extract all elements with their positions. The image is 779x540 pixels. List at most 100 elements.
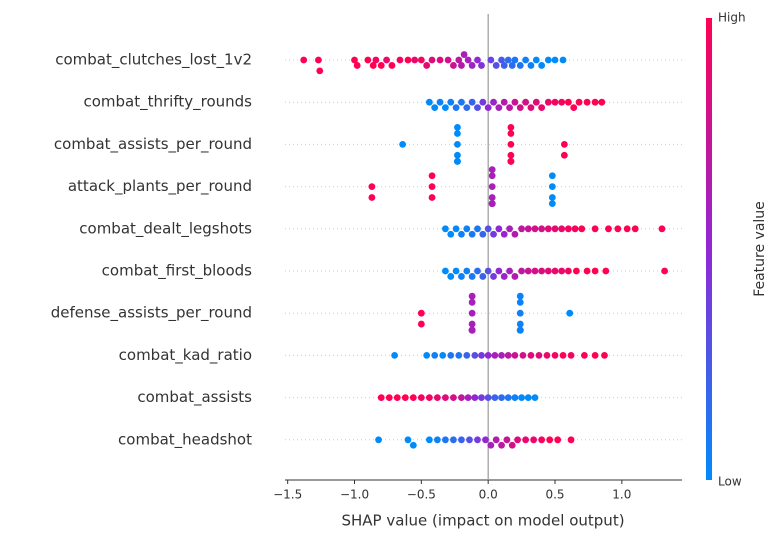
- x-axis-label: SHAP value (impact on model output): [341, 512, 624, 530]
- dot: [466, 436, 473, 444]
- dot: [351, 56, 358, 64]
- dot: [524, 225, 532, 233]
- dot: [506, 225, 513, 233]
- colorbar-low-label: Low: [718, 475, 742, 489]
- dot: [364, 56, 372, 64]
- dot: [417, 56, 425, 64]
- dot: [468, 98, 476, 106]
- dot: [498, 352, 505, 359]
- dot: [581, 352, 588, 359]
- dot: [538, 436, 546, 444]
- dot: [532, 56, 540, 64]
- dot: [316, 67, 324, 75]
- dot: [455, 352, 463, 359]
- dot: [591, 98, 599, 106]
- dot: [439, 352, 447, 359]
- dot: [442, 436, 449, 444]
- x-tick-label: 1.0: [612, 488, 631, 502]
- dot: [447, 230, 455, 238]
- dot: [447, 98, 455, 106]
- dot: [507, 151, 515, 159]
- dot: [564, 267, 572, 275]
- dot: [369, 62, 377, 69]
- dot: [506, 104, 513, 112]
- dot: [428, 56, 436, 64]
- dot: [518, 267, 525, 275]
- dot: [605, 225, 612, 233]
- dot: [551, 267, 559, 275]
- dot: [551, 98, 559, 106]
- dot: [436, 98, 444, 106]
- dot: [455, 56, 463, 64]
- dot: [417, 394, 425, 401]
- dot: [500, 98, 508, 106]
- dot: [507, 130, 515, 137]
- dot: [518, 394, 525, 401]
- dot: [479, 230, 487, 238]
- dot: [560, 141, 568, 148]
- dot: [450, 394, 457, 401]
- dot: [631, 225, 639, 233]
- colorbar-label: Feature value: [752, 201, 768, 297]
- dot: [543, 352, 551, 359]
- dot: [468, 273, 476, 280]
- dot: [492, 62, 500, 69]
- dot: [428, 172, 436, 180]
- dot: [409, 394, 417, 401]
- dot: [522, 436, 530, 444]
- dot: [450, 436, 457, 444]
- dot: [564, 225, 572, 233]
- dot: [442, 394, 449, 401]
- dot: [458, 436, 465, 444]
- dot: [591, 225, 599, 233]
- dot: [602, 267, 610, 275]
- dot: [488, 183, 496, 191]
- dot: [490, 98, 497, 106]
- dot: [315, 56, 322, 64]
- dot: [507, 158, 515, 165]
- dot: [511, 230, 519, 238]
- dot: [404, 56, 412, 64]
- dot: [484, 394, 492, 401]
- dot: [527, 352, 535, 359]
- dot: [452, 104, 460, 112]
- dot: [531, 267, 539, 275]
- feature-label: combat_first_bloods: [102, 262, 253, 281]
- dot: [442, 104, 449, 112]
- feature-label: combat_assists_per_round: [54, 135, 252, 154]
- dot: [452, 267, 460, 275]
- x-tick-label: 0.5: [545, 488, 564, 502]
- dot: [471, 394, 479, 401]
- dot: [353, 62, 361, 69]
- dot: [519, 352, 527, 359]
- dot: [498, 441, 505, 449]
- dot: [518, 225, 525, 233]
- dot: [442, 225, 449, 233]
- dot: [458, 273, 465, 280]
- dot: [478, 394, 485, 401]
- dot: [385, 394, 393, 401]
- dot: [559, 56, 567, 64]
- dot: [500, 273, 508, 280]
- dot: [544, 225, 552, 233]
- dot: [538, 104, 546, 112]
- dot: [578, 225, 586, 233]
- dot: [498, 394, 505, 401]
- dot: [428, 194, 436, 201]
- dot: [558, 267, 566, 275]
- dot: [450, 62, 457, 69]
- dot: [488, 194, 496, 201]
- dot: [478, 62, 485, 69]
- dot: [530, 436, 538, 444]
- dot: [423, 62, 431, 69]
- dot: [482, 436, 489, 444]
- colorbar: [706, 18, 712, 480]
- dot: [468, 62, 476, 69]
- dot: [368, 194, 376, 201]
- dot: [538, 62, 546, 69]
- dot: [431, 352, 439, 359]
- dot: [431, 104, 439, 112]
- dot: [396, 56, 404, 64]
- dot: [548, 200, 556, 208]
